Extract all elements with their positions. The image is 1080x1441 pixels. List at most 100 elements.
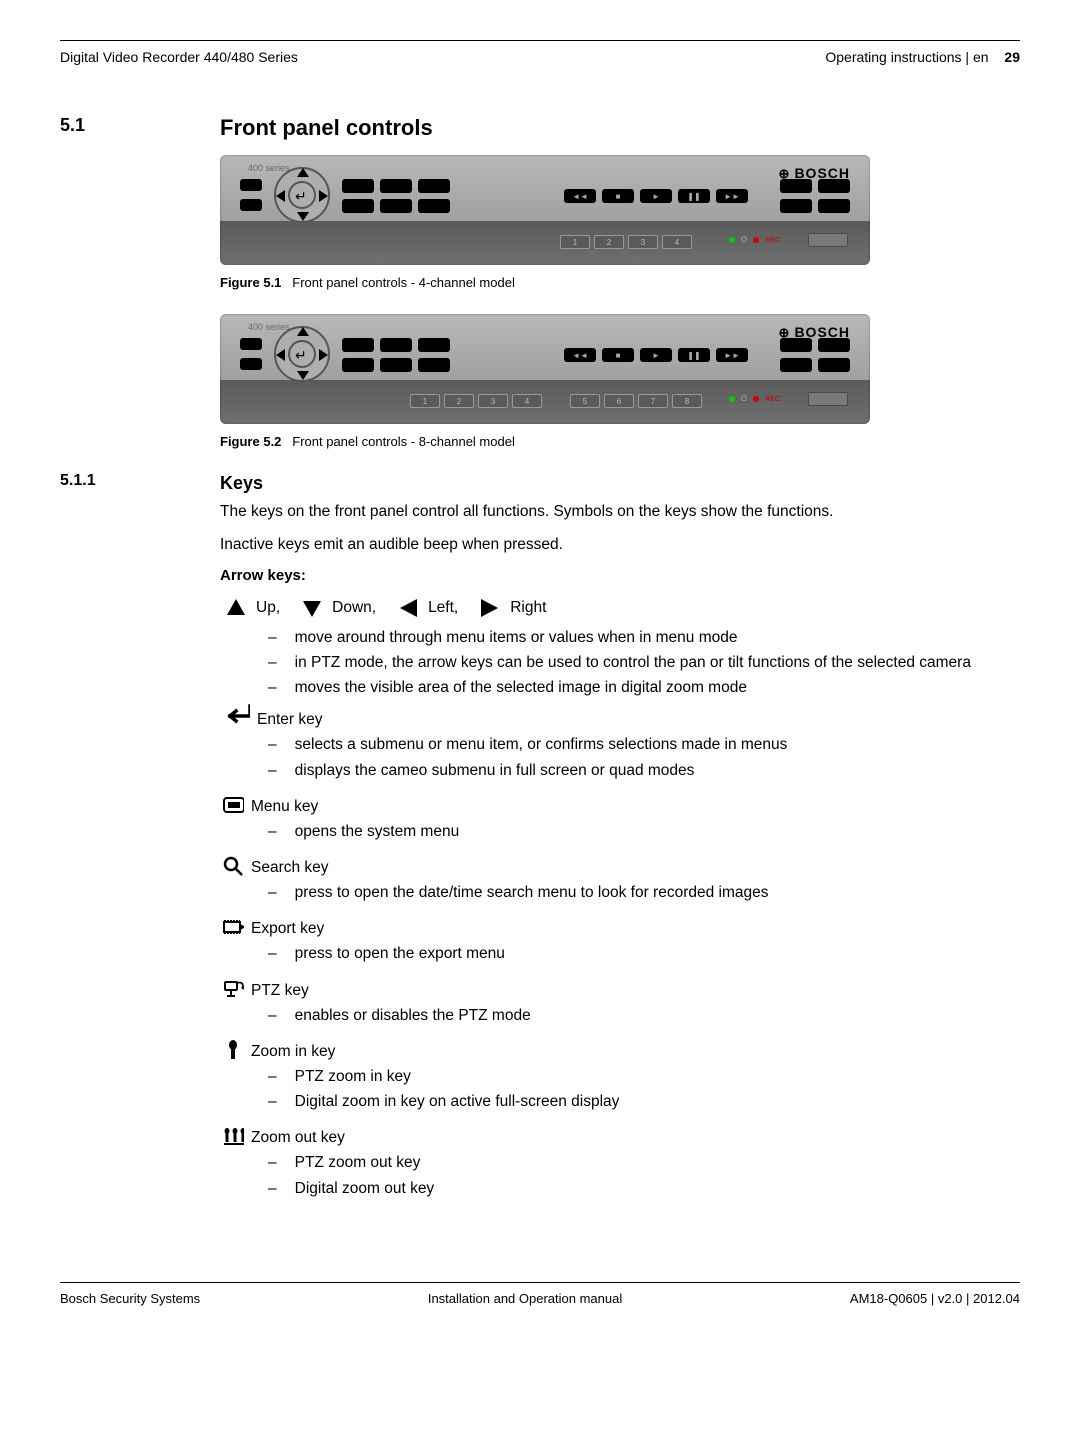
- list-item: Digital zoom in key on active full-scree…: [268, 1090, 1020, 1113]
- right-btns-row2: [780, 199, 850, 213]
- mid-btns-row2: [342, 199, 450, 213]
- header-left: Digital Video Recorder 440/480 Series: [60, 49, 298, 65]
- enter-key-section: Enter key selects a submenu or menu item…: [220, 701, 1020, 782]
- menu-key-section: Menu key opens the system menu: [220, 794, 1020, 843]
- arrow-icons-row: Up, Down, Left, Right: [222, 594, 1020, 622]
- menu-items-list: opens the system menu: [268, 820, 1020, 843]
- dpad-up-icon: [297, 327, 309, 336]
- subsection-title: Keys: [220, 473, 1020, 494]
- dpad-enter-icon: ↵: [295, 188, 307, 205]
- footer-right: AM18-Q0605 | v2.0 | 2012.04: [850, 1291, 1020, 1306]
- enter-key-label: Enter key: [257, 711, 322, 729]
- ptz-key-icon: [222, 978, 244, 1000]
- dpad-right-icon: [319, 349, 328, 361]
- playback-btns: ◄◄ ■ ► ❚❚ ►►: [564, 348, 748, 362]
- pause-icon: ❚❚: [678, 348, 710, 362]
- dpad-right-icon: [319, 190, 328, 202]
- panel-8ch-figure: 400 series BOSCH ↵ ◄◄ ■ ► ❚❚ ►► 1: [220, 314, 870, 424]
- intro-line2: Inactive keys emit an audible beep when …: [220, 533, 1020, 556]
- list-item: PTZ zoom out key: [268, 1151, 1020, 1174]
- dpad-enter-icon: ↵: [295, 347, 307, 364]
- zoomout-key-label: Zoom out key: [251, 1129, 345, 1147]
- enter-items-list: selects a submenu or menu item, or confi…: [268, 733, 1020, 782]
- list-item: press to open the date/time search menu …: [268, 881, 1020, 904]
- list-item: PTZ zoom in key: [268, 1065, 1020, 1088]
- right-btns-row2: [780, 358, 850, 372]
- export-items-list: press to open the export menu: [268, 942, 1020, 965]
- panel-4ch-figure: 400 series BOSCH ↵ ◄◄ ■ ► ❚❚ ►► 1: [220, 155, 870, 265]
- dpad-down-icon: [297, 371, 309, 380]
- menu-key-label: Menu key: [251, 798, 318, 816]
- rewind-icon: ◄◄: [564, 189, 596, 203]
- usb-port: [808, 392, 848, 406]
- enter-key-icon: [222, 701, 250, 729]
- page-number: 29: [1004, 49, 1020, 65]
- zoomout-items-list: PTZ zoom out key Digital zoom out key: [268, 1151, 1020, 1200]
- pause-icon: ❚❚: [678, 189, 710, 203]
- rec-led-icon: [753, 237, 759, 243]
- left-btns-row1: [240, 179, 262, 191]
- power-led-icon: [729, 237, 735, 243]
- ptz-items-list: enables or disables the PTZ mode: [268, 1004, 1020, 1027]
- list-item: in PTZ mode, the arrow keys can be used …: [268, 651, 1020, 674]
- zoomin-key-icon: [222, 1039, 244, 1061]
- content-area: 5.1 5.1.1 Front panel controls 400 serie…: [60, 115, 1020, 1212]
- dpad-down-icon: [297, 212, 309, 221]
- page-header: Digital Video Recorder 440/480 Series Op…: [60, 40, 1020, 65]
- export-key-section: Export key press to open the export menu: [220, 916, 1020, 965]
- subsection-number: 5.1.1: [60, 472, 220, 490]
- rewind-icon: ◄◄: [564, 348, 596, 362]
- play-icon: ►: [640, 348, 672, 362]
- stop-icon: ■: [602, 189, 634, 203]
- list-item: selects a submenu or menu item, or confi…: [268, 733, 1020, 756]
- list-item: opens the system menu: [268, 820, 1020, 843]
- mid-btns-row1: [342, 179, 450, 193]
- figure-5-1-caption: Figure 5.1 Front panel controls - 4-chan…: [220, 275, 1020, 290]
- up-arrow-icon: [222, 594, 250, 622]
- play-icon: ►: [640, 189, 672, 203]
- header-right: Operating instructions | en 29: [825, 49, 1020, 65]
- list-item: enables or disables the PTZ mode: [268, 1004, 1020, 1027]
- rec-led-icon: [753, 396, 759, 402]
- ptz-key-section: PTZ key enables or disables the PTZ mode: [220, 978, 1020, 1027]
- page-footer: Bosch Security Systems Installation and …: [60, 1282, 1020, 1306]
- section-number: 5.1: [60, 115, 220, 136]
- down-arrow-icon: [298, 594, 326, 622]
- left-btns-row1: [240, 338, 262, 350]
- power-led-icon: [729, 396, 735, 402]
- ptz-key-label: PTZ key: [251, 982, 309, 1000]
- zoomin-key-label: Zoom in key: [251, 1043, 335, 1061]
- left-btns-row2: [240, 199, 262, 211]
- arrow-items-list: move around through menu items or values…: [268, 626, 1020, 700]
- search-key-label: Search key: [251, 859, 329, 877]
- right-arrow-icon: [476, 594, 504, 622]
- channel-row-5-8: 5 6 7 8: [570, 394, 702, 408]
- series-label: 400 series: [248, 322, 290, 332]
- figure-5-2-caption: Figure 5.2 Front panel controls - 8-chan…: [220, 434, 1020, 449]
- usb-port: [808, 233, 848, 247]
- list-item: move around through menu items or values…: [268, 626, 1020, 649]
- right-btns-row1: [780, 179, 850, 193]
- list-item: moves the visible area of the selected i…: [268, 676, 1020, 699]
- stop-icon: ■: [602, 348, 634, 362]
- right-btns-row1: [780, 338, 850, 352]
- list-item: press to open the export menu: [268, 942, 1020, 965]
- footer-left: Bosch Security Systems: [60, 1291, 200, 1306]
- list-item: Digital zoom out key: [268, 1177, 1020, 1200]
- series-label: 400 series: [248, 163, 290, 173]
- zoomout-key-icon: [222, 1125, 244, 1147]
- mid-btns-row2: [342, 358, 450, 372]
- search-key-icon: [222, 855, 244, 877]
- footer-center: Installation and Operation manual: [428, 1291, 622, 1306]
- list-item: displays the cameo submenu in full scree…: [268, 759, 1020, 782]
- ffwd-icon: ►►: [716, 189, 748, 203]
- mid-btns-row1: [342, 338, 450, 352]
- left-arrow-icon: [394, 594, 422, 622]
- sidebar: 5.1 5.1.1: [60, 115, 220, 1212]
- section-title: Front panel controls: [220, 115, 1020, 141]
- intro-line1: The keys on the front panel control all …: [220, 500, 1020, 523]
- ffwd-icon: ►►: [716, 348, 748, 362]
- export-key-label: Export key: [251, 920, 324, 938]
- dpad-up-icon: [297, 168, 309, 177]
- channel-row-4: 1 2 3 4: [560, 235, 692, 249]
